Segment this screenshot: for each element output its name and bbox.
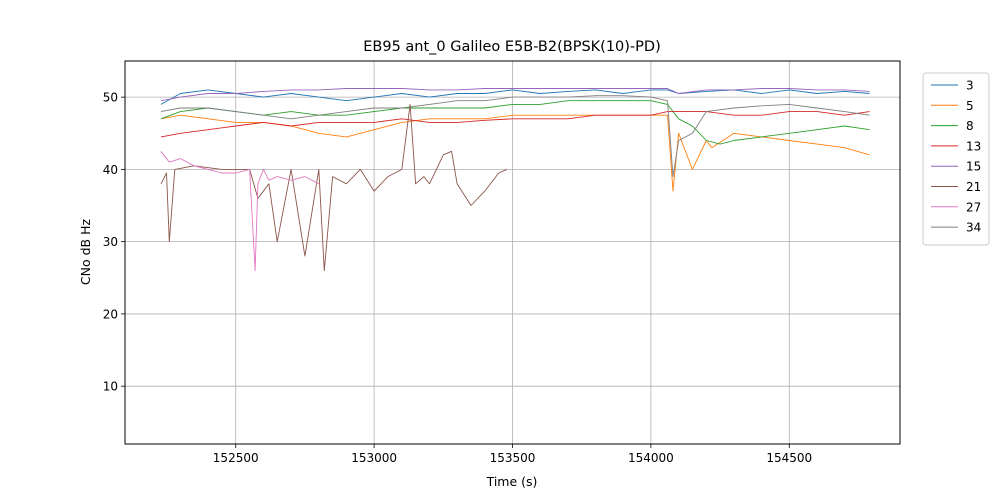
series-line-13 [160,111,870,138]
series-line-3 [160,89,870,105]
series-line-15 [160,88,870,102]
chart-title: EB95 ant_0 Galileo E5B-B2(BPSK(10)-PD) [363,39,660,55]
series-line-34 [160,95,870,178]
legend-items: 3 5 8 13 15 21 27 34 [931,79,981,235]
y-tick-label: 50 [103,91,118,105]
y-axis-ticks: 10 20 30 40 50 [103,91,125,394]
y-tick-label: 30 [103,235,118,249]
y-tick-label: 40 [103,163,118,177]
x-tick-label: 153500 [490,451,536,465]
legend-label-8: 8 [966,119,974,133]
x-axis-label: Time (s) [486,474,538,489]
legend-label-5: 5 [966,99,974,113]
legend-label-21: 21 [966,180,981,194]
legend: 3 5 8 13 15 21 27 34 [922,72,990,246]
x-tick-label: 153000 [351,451,397,465]
series-line-8 [160,100,870,145]
legend-label-13: 13 [966,139,981,153]
x-axis-ticks: 152500 153000 153500 154000 154500 [213,444,812,465]
y-tick-label: 10 [103,380,118,394]
legend-label-15: 15 [966,160,981,174]
series-line-27 [160,151,320,272]
x-tick-label: 154500 [766,451,812,465]
grid-lines [125,61,900,444]
x-tick-label: 154000 [628,451,674,465]
y-axis-label: CNo dB Hz [78,218,93,285]
series-lines [160,88,870,272]
y-tick-label: 20 [103,307,118,321]
x-tick-label: 152500 [213,451,259,465]
legend-label-27: 27 [966,200,981,214]
legend-label-3: 3 [966,79,974,93]
legend-box [922,72,990,246]
legend-label-34: 34 [966,221,981,235]
series-line-21 [160,103,508,272]
